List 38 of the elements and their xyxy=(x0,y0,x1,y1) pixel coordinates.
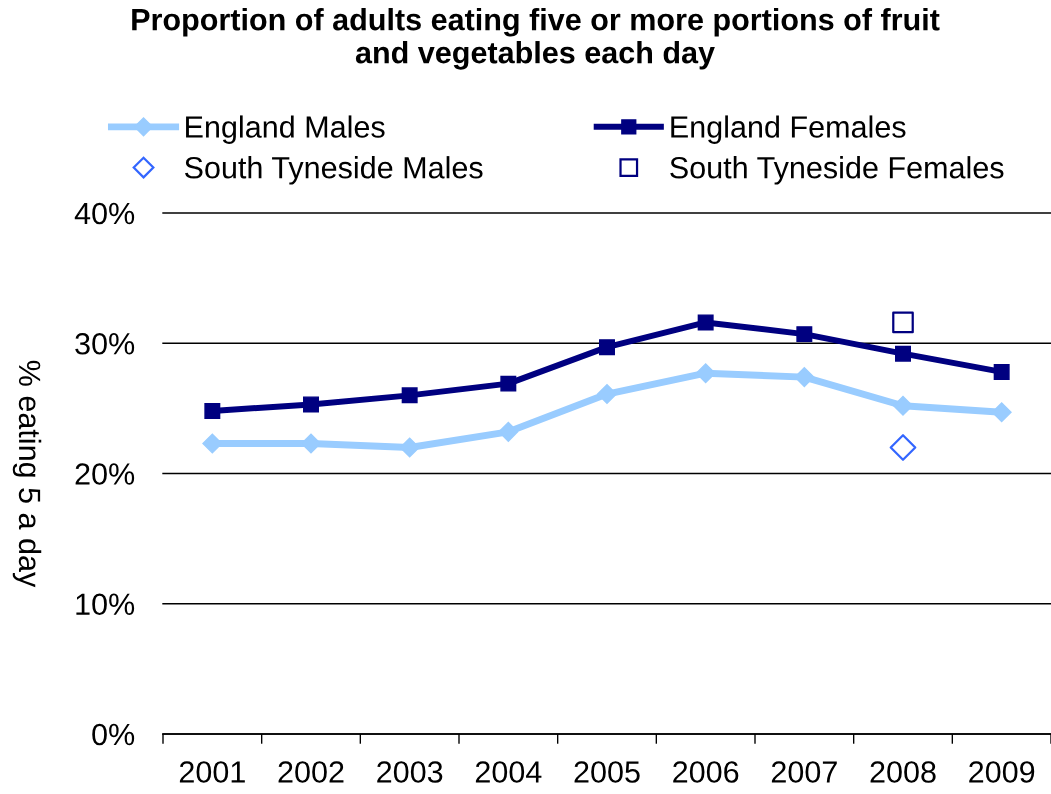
point xyxy=(794,367,815,388)
point xyxy=(596,384,618,405)
x-tick-label: 2004 xyxy=(475,761,542,783)
x-tick-label: 2003 xyxy=(377,761,443,783)
point xyxy=(303,396,319,413)
x-tick-label: 2005 xyxy=(574,761,640,783)
x-tick-label: 2008 xyxy=(870,761,936,783)
x-tick-label: 2007 xyxy=(771,761,837,783)
y-tick-label: 10% xyxy=(76,593,135,616)
point xyxy=(892,311,914,334)
point xyxy=(993,363,1010,380)
point xyxy=(895,345,911,362)
point xyxy=(500,375,517,392)
point xyxy=(796,326,813,343)
point xyxy=(498,421,519,442)
y-axis-title: % eating 5 a day xyxy=(12,360,42,588)
point xyxy=(695,363,716,384)
x-tick-label: 2009 xyxy=(969,761,1035,783)
legend-label: England Females xyxy=(671,115,906,144)
point xyxy=(697,314,714,331)
point xyxy=(889,434,917,461)
chart-title: Proportion of adults eating five or more portions of fruit and vegetables each day xyxy=(132,8,940,70)
point xyxy=(991,402,1012,423)
point xyxy=(399,437,420,458)
x-tick-label: 2001 xyxy=(179,761,245,783)
y-tick-label: 0% xyxy=(92,723,135,746)
point xyxy=(204,402,221,419)
x-tick-label: 2006 xyxy=(673,761,739,783)
y-tick-label: 30% xyxy=(75,332,135,355)
legend-label: South Tyneside Males xyxy=(184,156,483,185)
y-tick-label: 40% xyxy=(74,202,135,225)
point xyxy=(401,387,418,404)
y-tick-label: 20% xyxy=(75,463,135,485)
legend-label: South Tyneside Females xyxy=(670,156,1004,185)
point xyxy=(892,395,914,416)
legend-label: England Males xyxy=(186,115,385,144)
x-tick-label: 2002 xyxy=(278,761,344,783)
point xyxy=(599,339,615,356)
